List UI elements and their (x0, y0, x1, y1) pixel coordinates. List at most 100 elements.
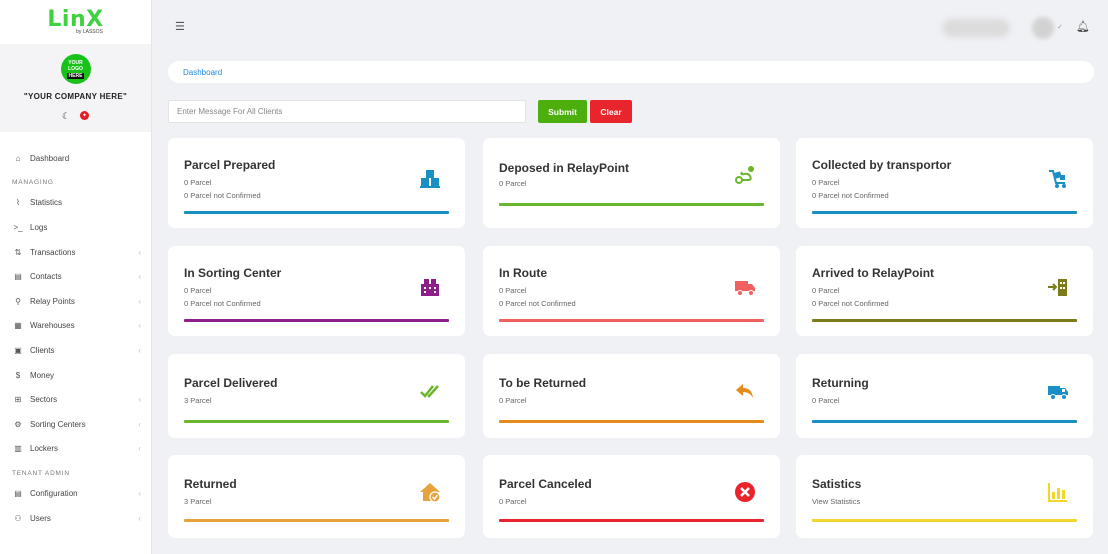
home-check-icon (418, 480, 442, 504)
chevron-left-icon: ‹ (138, 345, 141, 355)
client-message-input[interactable] (168, 100, 526, 123)
status-card-in-route[interactable]: In Route 0 Parcel 0 Parcel not Confirmed (483, 246, 780, 336)
card-title: In Sorting Center (184, 266, 282, 280)
sidebar: LinX by LASSOS YOUR LOGO HERE "YOUR COMP… (0, 0, 152, 554)
sidebar-item-label: Warehouses (30, 321, 75, 331)
status-card-returning[interactable]: Returning 0 Parcel (796, 354, 1093, 438)
sidebar-item-statistics[interactable]: ⌇ Statistics (0, 191, 151, 216)
chevron-left-icon: ‹ (138, 321, 141, 331)
chevron-down-icon[interactable]: ✓ (1057, 24, 1063, 31)
sidebar-item-sorting-centers[interactable]: ⚙ Sorting Centers ‹ (0, 412, 151, 437)
sidebar-item-users[interactable]: ⚇ Users ‹ (0, 506, 151, 531)
card-accent-bar (812, 519, 1077, 522)
route-icon (733, 163, 757, 187)
card-accent-bar (184, 211, 449, 214)
card-title: Parcel Prepared (184, 158, 276, 172)
sidebar-item-configuration[interactable]: ▤ Configuration ‹ (0, 481, 151, 506)
avatar[interactable] (1032, 17, 1054, 39)
sidebar-item-relay-points[interactable]: ⚲ Relay Points ‹ (0, 289, 151, 314)
card-unconfirmed-count: 0 Parcel not Confirmed (812, 299, 889, 308)
status-card-parcel-canceled[interactable]: Parcel Canceled 0 Parcel (483, 455, 780, 538)
company-tools: ☾ ✦ (61, 111, 90, 122)
card-count: 0 Parcel (184, 178, 212, 187)
terminal-icon: >_ (13, 222, 23, 232)
card-accent-bar (499, 203, 764, 206)
sidebar-section-managing: MANAGING (12, 179, 54, 187)
submit-button[interactable]: Submit (538, 100, 587, 123)
delivery-van-icon (1046, 379, 1070, 403)
bell-icon[interactable]: 🔔︎ (1076, 21, 1090, 33)
moon-icon[interactable]: ☾ (61, 111, 71, 121)
chevron-left-icon: ‹ (138, 444, 141, 454)
sidebar-item-dashboard[interactable]: ⌂ Dashboard (0, 146, 151, 171)
transactions-icon: ⇅ (14, 247, 22, 257)
status-card-collected-by-transportor[interactable]: Collected by transportor 0 Parcel 0 Parcel… (796, 138, 1093, 228)
card-count: 3 Parcel (184, 396, 212, 405)
money-icon: $ (15, 370, 21, 380)
sidebar-item-logs[interactable]: >_ Logs (0, 215, 151, 240)
status-card-arrived-to-relaypoint[interactable]: Arrived to RelayPoint 0 Parcel 0 Parcel no… (796, 246, 1093, 336)
card-title: To be Returned (499, 376, 587, 390)
card-title: Arrived to RelayPoint (812, 266, 935, 280)
company-logo-line: YOUR (68, 59, 83, 66)
card-count: View Statistics (812, 497, 861, 506)
status-card-to-be-returned[interactable]: To be Returned 0 Parcel (483, 354, 780, 438)
card-accent-bar (812, 319, 1077, 322)
sidebar-item-label: Sectors (30, 395, 58, 405)
breadcrumb-dashboard-link[interactable]: Dashboard (183, 67, 223, 77)
chart-icon: ⌇ (16, 198, 20, 208)
status-card-parcel-delivered[interactable]: Parcel Delivered 3 Parcel (168, 354, 465, 438)
reply-icon (733, 379, 757, 403)
sidebar-item-sectors[interactable]: ⊞ Sectors ‹ (0, 387, 151, 412)
topbar: ☰ ✓ 🔔︎ (152, 0, 1108, 56)
sidebar-item-lockers[interactable]: ▥ Lockers ‹ (0, 437, 151, 462)
menu-icon[interactable]: ☰ (175, 21, 185, 33)
card-unconfirmed-count: 0 Parcel not Confirmed (184, 191, 261, 200)
sidebar-item-label: Lockers (30, 444, 59, 454)
sidebar-section-tenant: TENANT ADMIN (12, 469, 70, 477)
user-name-blurred[interactable] (942, 19, 1010, 37)
card-accent-bar (499, 319, 764, 322)
building-icon (418, 275, 442, 299)
config-icon: ▤ (14, 488, 22, 498)
card-accent-bar (499, 519, 764, 522)
sidebar-item-contacts[interactable]: ▤ Contacts ‹ (0, 264, 151, 289)
sidebar-item-transactions[interactable]: ⇅ Transactions ‹ (0, 240, 151, 265)
chevron-left-icon: ‹ (138, 296, 141, 306)
bar-chart-icon (1046, 480, 1070, 504)
sidebar-item-label: Clients (30, 345, 55, 355)
card-accent-bar (184, 319, 449, 322)
brand[interactable]: LinX by LASSOS (0, 0, 151, 44)
status-card-deposed-in-relaypoint[interactable]: Deposed in RelayPoint 0 Parcel (483, 138, 780, 228)
sidebar-nav: ⌂ Dashboard MANAGING ⌇ Statistics >_ Logs ⇅ T… (0, 132, 151, 530)
card-accent-bar (812, 420, 1077, 423)
clear-button[interactable]: Clear (590, 100, 632, 123)
card-count: 0 Parcel (499, 179, 527, 188)
card-count: 0 Parcel (184, 286, 212, 295)
company-name: "YOUR COMPANY HERE" (23, 92, 128, 101)
card-title: Parcel Delivered (184, 376, 278, 390)
sectors-icon: ⊞ (14, 395, 22, 405)
sidebar-item-label: Configuration (30, 488, 78, 498)
status-card-in-sorting-center[interactable]: In Sorting Center 0 Parcel 0 Parcel not Co… (168, 246, 465, 336)
status-card-parcel-prepared[interactable]: Parcel Prepared 0 Parcel 0 Parcel not Conf… (168, 138, 465, 228)
sidebar-item-money[interactable]: $ Money (0, 363, 151, 388)
card-title: Satistics (812, 477, 862, 491)
flag-icon[interactable]: ✦ (80, 111, 90, 120)
card-title: Parcel Canceled (499, 477, 592, 491)
contacts-icon: ▤ (14, 272, 22, 282)
sidebar-item-warehouses[interactable]: ▦ Warehouses ‹ (0, 314, 151, 339)
card-accent-bar (184, 420, 449, 423)
card-accent-bar (184, 519, 449, 522)
sorting-icon: ⚙ (14, 419, 22, 429)
card-count: 0 Parcel (499, 497, 527, 506)
chevron-left-icon: ‹ (138, 247, 141, 257)
chevron-left-icon: ‹ (138, 419, 141, 429)
card-title: Returning (812, 376, 869, 390)
status-card-satistics[interactable]: Satistics View Statistics (796, 455, 1093, 538)
locker-icon: ▥ (14, 444, 22, 454)
status-card-returned[interactable]: Returned 3 Parcel (168, 455, 465, 538)
card-title: Returned (184, 477, 237, 491)
truck-icon (733, 275, 757, 299)
sidebar-item-clients[interactable]: ▣ Clients ‹ (0, 338, 151, 363)
